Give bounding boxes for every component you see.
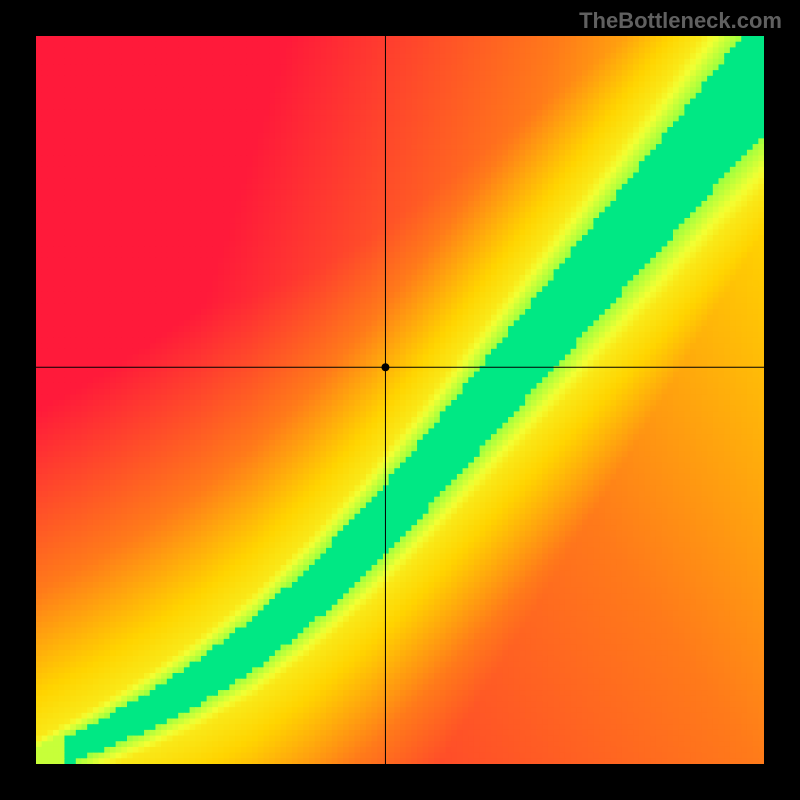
chart-container: TheBottleneck.com <box>0 0 800 800</box>
heatmap-svg <box>36 36 764 764</box>
crosshair-point <box>381 363 389 371</box>
plot-area <box>36 36 764 764</box>
watermark-text: TheBottleneck.com <box>579 8 782 34</box>
